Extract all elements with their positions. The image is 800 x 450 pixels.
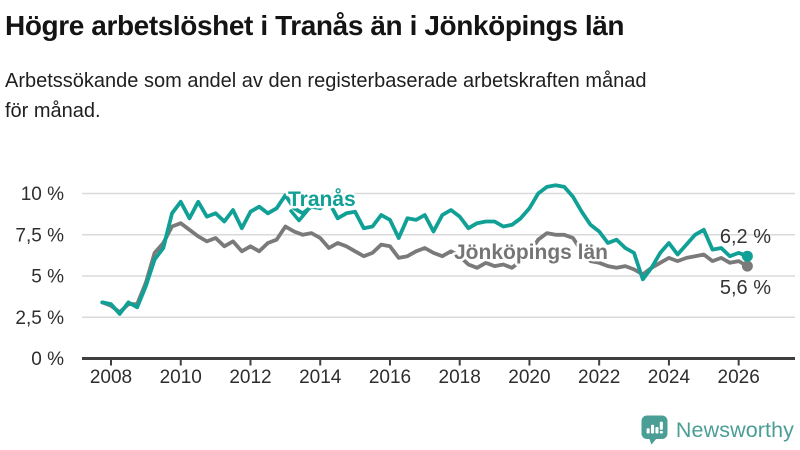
x-tick-label: 2008 bbox=[90, 367, 132, 388]
newsworthy-logo[interactable]: Newsworthy bbox=[641, 415, 794, 445]
x-tick-label: 2012 bbox=[229, 367, 271, 388]
x-tick-label: 2014 bbox=[299, 367, 342, 388]
y-tick-label: 0 % bbox=[31, 349, 64, 370]
y-tick-label: 7,5 % bbox=[15, 225, 64, 246]
unemployment-line-chart: 0 % 2,5 % 5 % 7,5 % 10 % 2008 2010 2012 2014 2016… bbox=[15, 183, 795, 388]
x-tick-label: 2024 bbox=[648, 367, 691, 388]
tranas-arrow-down-icon bbox=[289, 209, 309, 223]
subtitle-line-2: för månad. bbox=[5, 100, 101, 123]
tranas-series-label: Tranås bbox=[288, 188, 356, 211]
tranas-end-dot bbox=[741, 250, 753, 262]
series-tranas: Tranås bbox=[100, 183, 750, 316]
x-tick-label: 2016 bbox=[369, 367, 411, 388]
y-tick-label: 5 % bbox=[31, 267, 64, 288]
jonkopings-lan-end-dot bbox=[741, 260, 753, 272]
x-tick-label: 2026 bbox=[718, 367, 760, 388]
subtitle-line-1: Arbetssökande som andel av den registerb… bbox=[5, 70, 647, 93]
gridlines bbox=[82, 192, 795, 318]
y-tick-label: 2,5 % bbox=[15, 308, 64, 329]
jonkopings-lan-series-label: Jönköpings län bbox=[454, 241, 608, 264]
series-end-markers: 6,2 % 5,6 % bbox=[720, 226, 771, 299]
y-tick-label: 10 % bbox=[21, 184, 64, 205]
jonkopings-lan-end-value-label: 5,6 % bbox=[720, 277, 771, 299]
newsworthy-logo-text: Newsworthy bbox=[675, 417, 794, 442]
x-tick-label: 2020 bbox=[508, 367, 550, 388]
tranas-line bbox=[100, 183, 750, 316]
x-tick-label: 2010 bbox=[160, 367, 202, 388]
tranas-end-value-label: 6,2 % bbox=[720, 226, 771, 248]
chart-subtitle: Arbetssökande som andel av den registerb… bbox=[5, 66, 800, 126]
chart-title: Högre arbetslöshet i Tranås än i Jönköpi… bbox=[5, 10, 625, 41]
x-tick-label: 2018 bbox=[439, 367, 481, 388]
newsworthy-logo-icon bbox=[641, 415, 668, 445]
x-axis: 2008 2010 2012 2014 2016 2018 2020 2022 2024 2026 bbox=[82, 357, 795, 388]
y-axis-labels: 0 % 2,5 % 5 % 7,5 % 10 % bbox=[15, 184, 64, 370]
x-tick-label: 2022 bbox=[578, 367, 620, 388]
